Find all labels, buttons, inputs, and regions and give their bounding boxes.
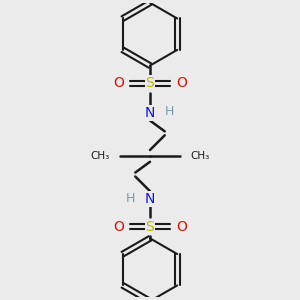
Text: O: O [176, 220, 187, 234]
Text: S: S [146, 220, 154, 234]
Text: O: O [113, 220, 124, 234]
Text: H: H [165, 105, 174, 118]
Text: CH₃: CH₃ [190, 151, 209, 161]
Text: O: O [176, 76, 187, 90]
Text: N: N [145, 106, 155, 120]
Text: O: O [113, 76, 124, 90]
Text: CH₃: CH₃ [91, 151, 110, 161]
Text: S: S [146, 76, 154, 90]
Text: H: H [126, 192, 135, 205]
Text: N: N [145, 192, 155, 206]
